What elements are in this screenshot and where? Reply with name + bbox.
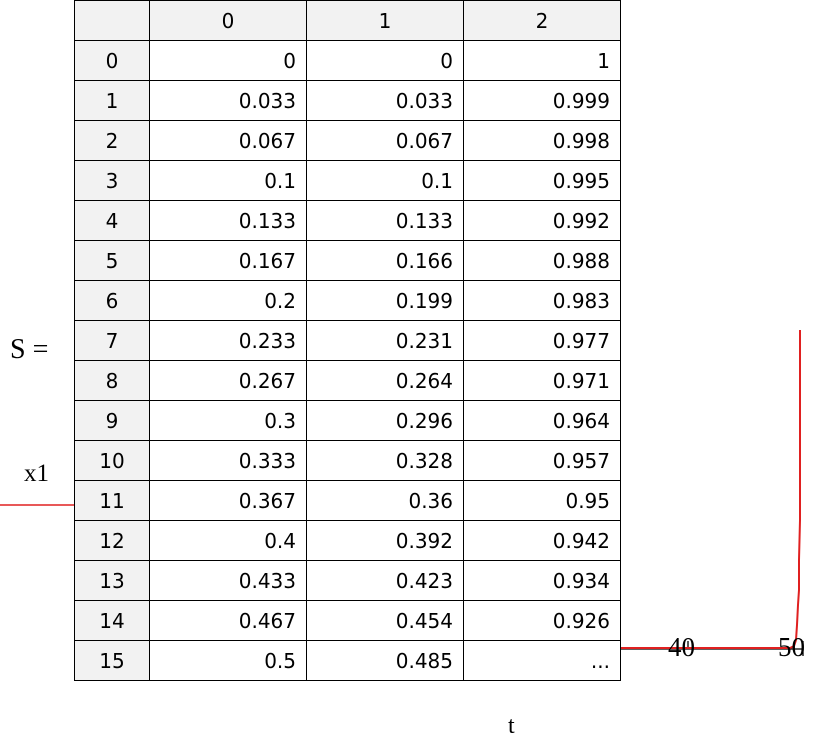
matrix-cell[interactable]: 0.983 [463,280,621,321]
table-row: 12 0.4 0.392 0.942 [74,520,621,561]
matrix-cell[interactable]: 0.942 [463,520,621,561]
matrix-table: 0 1 2 0 0 0 1 1 0.033 0.033 0.999 2 0.067 0.067 0.9… [74,0,621,681]
row-index-header[interactable]: 8 [74,360,150,401]
matrix-cell[interactable]: 0.977 [463,320,621,361]
matrix-cell[interactable]: 1 [463,40,621,81]
matrix-cell[interactable]: 0.95 [463,480,621,521]
row-index-header[interactable]: 5 [74,240,150,281]
table-row: 14 0.467 0.454 0.926 [74,600,621,641]
matrix-cell[interactable]: 0.995 [463,160,621,201]
row-index-header[interactable]: 7 [74,320,150,361]
matrix-cell[interactable]: 0.296 [306,400,464,441]
matrix-cell[interactable]: 0.2 [149,280,307,321]
row-index-header[interactable]: 1 [74,80,150,121]
matrix-cell[interactable]: 0.957 [463,440,621,481]
matrix-cell[interactable]: 0 [149,40,307,81]
x-tick-label-50: 50 [778,632,805,662]
matrix-cell[interactable]: 0.367 [149,480,307,521]
matrix-name: S [10,334,26,365]
matrix-name-label: S = [10,334,48,366]
row-index-header[interactable]: 10 [74,440,150,481]
matrix-cell[interactable]: 0.998 [463,120,621,161]
matrix-cell[interactable]: 0.992 [463,200,621,241]
matrix-cell[interactable]: 0.133 [149,200,307,241]
matrix-cell[interactable]: 0.133 [306,200,464,241]
matrix-cell[interactable]: 0.1 [149,160,307,201]
row-index-header[interactable]: 12 [74,520,150,561]
matrix-cell[interactable]: 0.328 [306,440,464,481]
row-index-header[interactable]: 14 [74,600,150,641]
table-row: 2 0.067 0.067 0.998 [74,120,621,161]
matrix-cell[interactable]: 0.467 [149,600,307,641]
x-tick-label-40: 40 [668,632,695,662]
row-index-header[interactable]: 0 [74,40,150,81]
table-row: 7 0.233 0.231 0.977 [74,320,621,361]
x-axis-label: t [508,713,515,739]
equals-sign: = [32,334,49,365]
matrix-cell[interactable]: 0.392 [306,520,464,561]
table-row: 13 0.433 0.423 0.934 [74,560,621,601]
column-header-row: 0 1 2 [74,0,621,41]
table-row: 3 0.1 0.1 0.995 [74,160,621,201]
table-row: 6 0.2 0.199 0.983 [74,280,621,321]
matrix-cell[interactable]: 0.199 [306,280,464,321]
y-axis-label: x1 [24,460,49,487]
matrix-cell[interactable]: 0.267 [149,360,307,401]
table-row: 5 0.167 0.166 0.988 [74,240,621,281]
matrix-cell[interactable]: ... [463,640,621,681]
table-row: 15 0.5 0.485... [74,640,621,681]
corner-cell [74,0,150,41]
table-row: 4 0.133 0.133 0.992 [74,200,621,241]
row-index-header[interactable]: 6 [74,280,150,321]
matrix-cell[interactable]: 0.264 [306,360,464,401]
table-row: 8 0.267 0.264 0.971 [74,360,621,401]
matrix-cell[interactable]: 0.454 [306,600,464,641]
row-index-header[interactable]: 11 [74,480,150,521]
matrix-cell[interactable]: 0.067 [149,120,307,161]
table-row: 9 0.3 0.296 0.964 [74,400,621,441]
matrix-cell[interactable]: 0.5 [149,640,307,681]
table-row: 1 0.033 0.033 0.999 [74,80,621,121]
matrix-cell[interactable]: 0.485 [306,640,464,681]
matrix-cell[interactable]: 0.333 [149,440,307,481]
matrix-cell[interactable]: 0.964 [463,400,621,441]
row-index-header[interactable]: 4 [74,200,150,241]
matrix-cell[interactable]: 0.033 [306,80,464,121]
matrix-cell[interactable]: 0.926 [463,600,621,641]
column-header[interactable]: 0 [149,0,307,41]
row-index-header[interactable]: 9 [74,400,150,441]
row-index-header[interactable]: 13 [74,560,150,601]
matrix-cell[interactable]: 0.36 [306,480,464,521]
matrix-cell[interactable]: 0.067 [306,120,464,161]
matrix-cell[interactable]: 0.988 [463,240,621,281]
row-index-header[interactable]: 2 [74,120,150,161]
column-header[interactable]: 1 [306,0,464,41]
matrix-cell[interactable]: 0.231 [306,320,464,361]
matrix-cell[interactable]: 0.971 [463,360,621,401]
matrix-cell[interactable]: 0.433 [149,560,307,601]
matrix-cell[interactable]: 0.033 [149,80,307,121]
matrix-cell[interactable]: 0.4 [149,520,307,561]
matrix-cell[interactable]: 0.999 [463,80,621,121]
column-header[interactable]: 2 [463,0,621,41]
matrix-cell[interactable]: 0 [306,40,464,81]
matrix-body: 0 0 0 1 1 0.033 0.033 0.999 2 0.067 0.067 0.998 3 0.1… [74,40,621,681]
matrix-cell[interactable]: 0.423 [306,560,464,601]
matrix-cell[interactable]: 0.233 [149,320,307,361]
row-index-header[interactable]: 15 [74,640,150,681]
row-index-header[interactable]: 3 [74,160,150,201]
x1-trace [620,330,801,649]
matrix-cell[interactable]: 0.167 [149,240,307,281]
matrix-cell[interactable]: 0.166 [306,240,464,281]
matrix-cell[interactable]: 0.934 [463,560,621,601]
matrix-cell[interactable]: 0.1 [306,160,464,201]
table-row: 10 0.333 0.328 0.957 [74,440,621,481]
matrix-cell[interactable]: 0.3 [149,400,307,441]
table-row: 11 0.367 0.36 0.95 [74,480,621,521]
